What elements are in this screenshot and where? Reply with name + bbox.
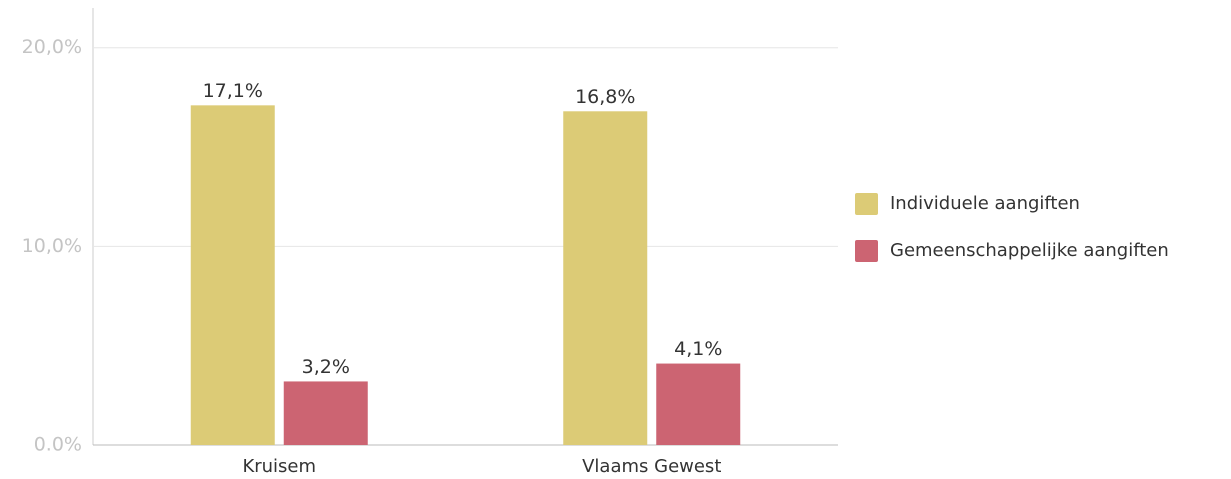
bar — [283, 381, 368, 445]
value-label: 17,1% — [203, 80, 263, 102]
value-label: 16,8% — [575, 86, 635, 108]
x-tick-label: Vlaams Gewest — [582, 456, 721, 477]
y-tick-label: 10,0% — [22, 235, 82, 257]
value-label: 3,2% — [302, 356, 350, 378]
y-tick-label: 0.0% — [34, 434, 82, 456]
legend-swatch — [855, 240, 878, 262]
bar — [190, 105, 275, 445]
y-tick-label: 20,0% — [22, 36, 82, 58]
legend-label: Gemeenschappelijke aangiften — [890, 240, 1169, 261]
bar — [656, 363, 741, 445]
value-label: 4,1% — [674, 338, 722, 360]
bar — [563, 111, 648, 446]
x-tick-label: Kruisem — [242, 456, 316, 477]
legend-label: Individuele aangiften — [890, 193, 1080, 214]
legend-swatch — [855, 193, 878, 215]
